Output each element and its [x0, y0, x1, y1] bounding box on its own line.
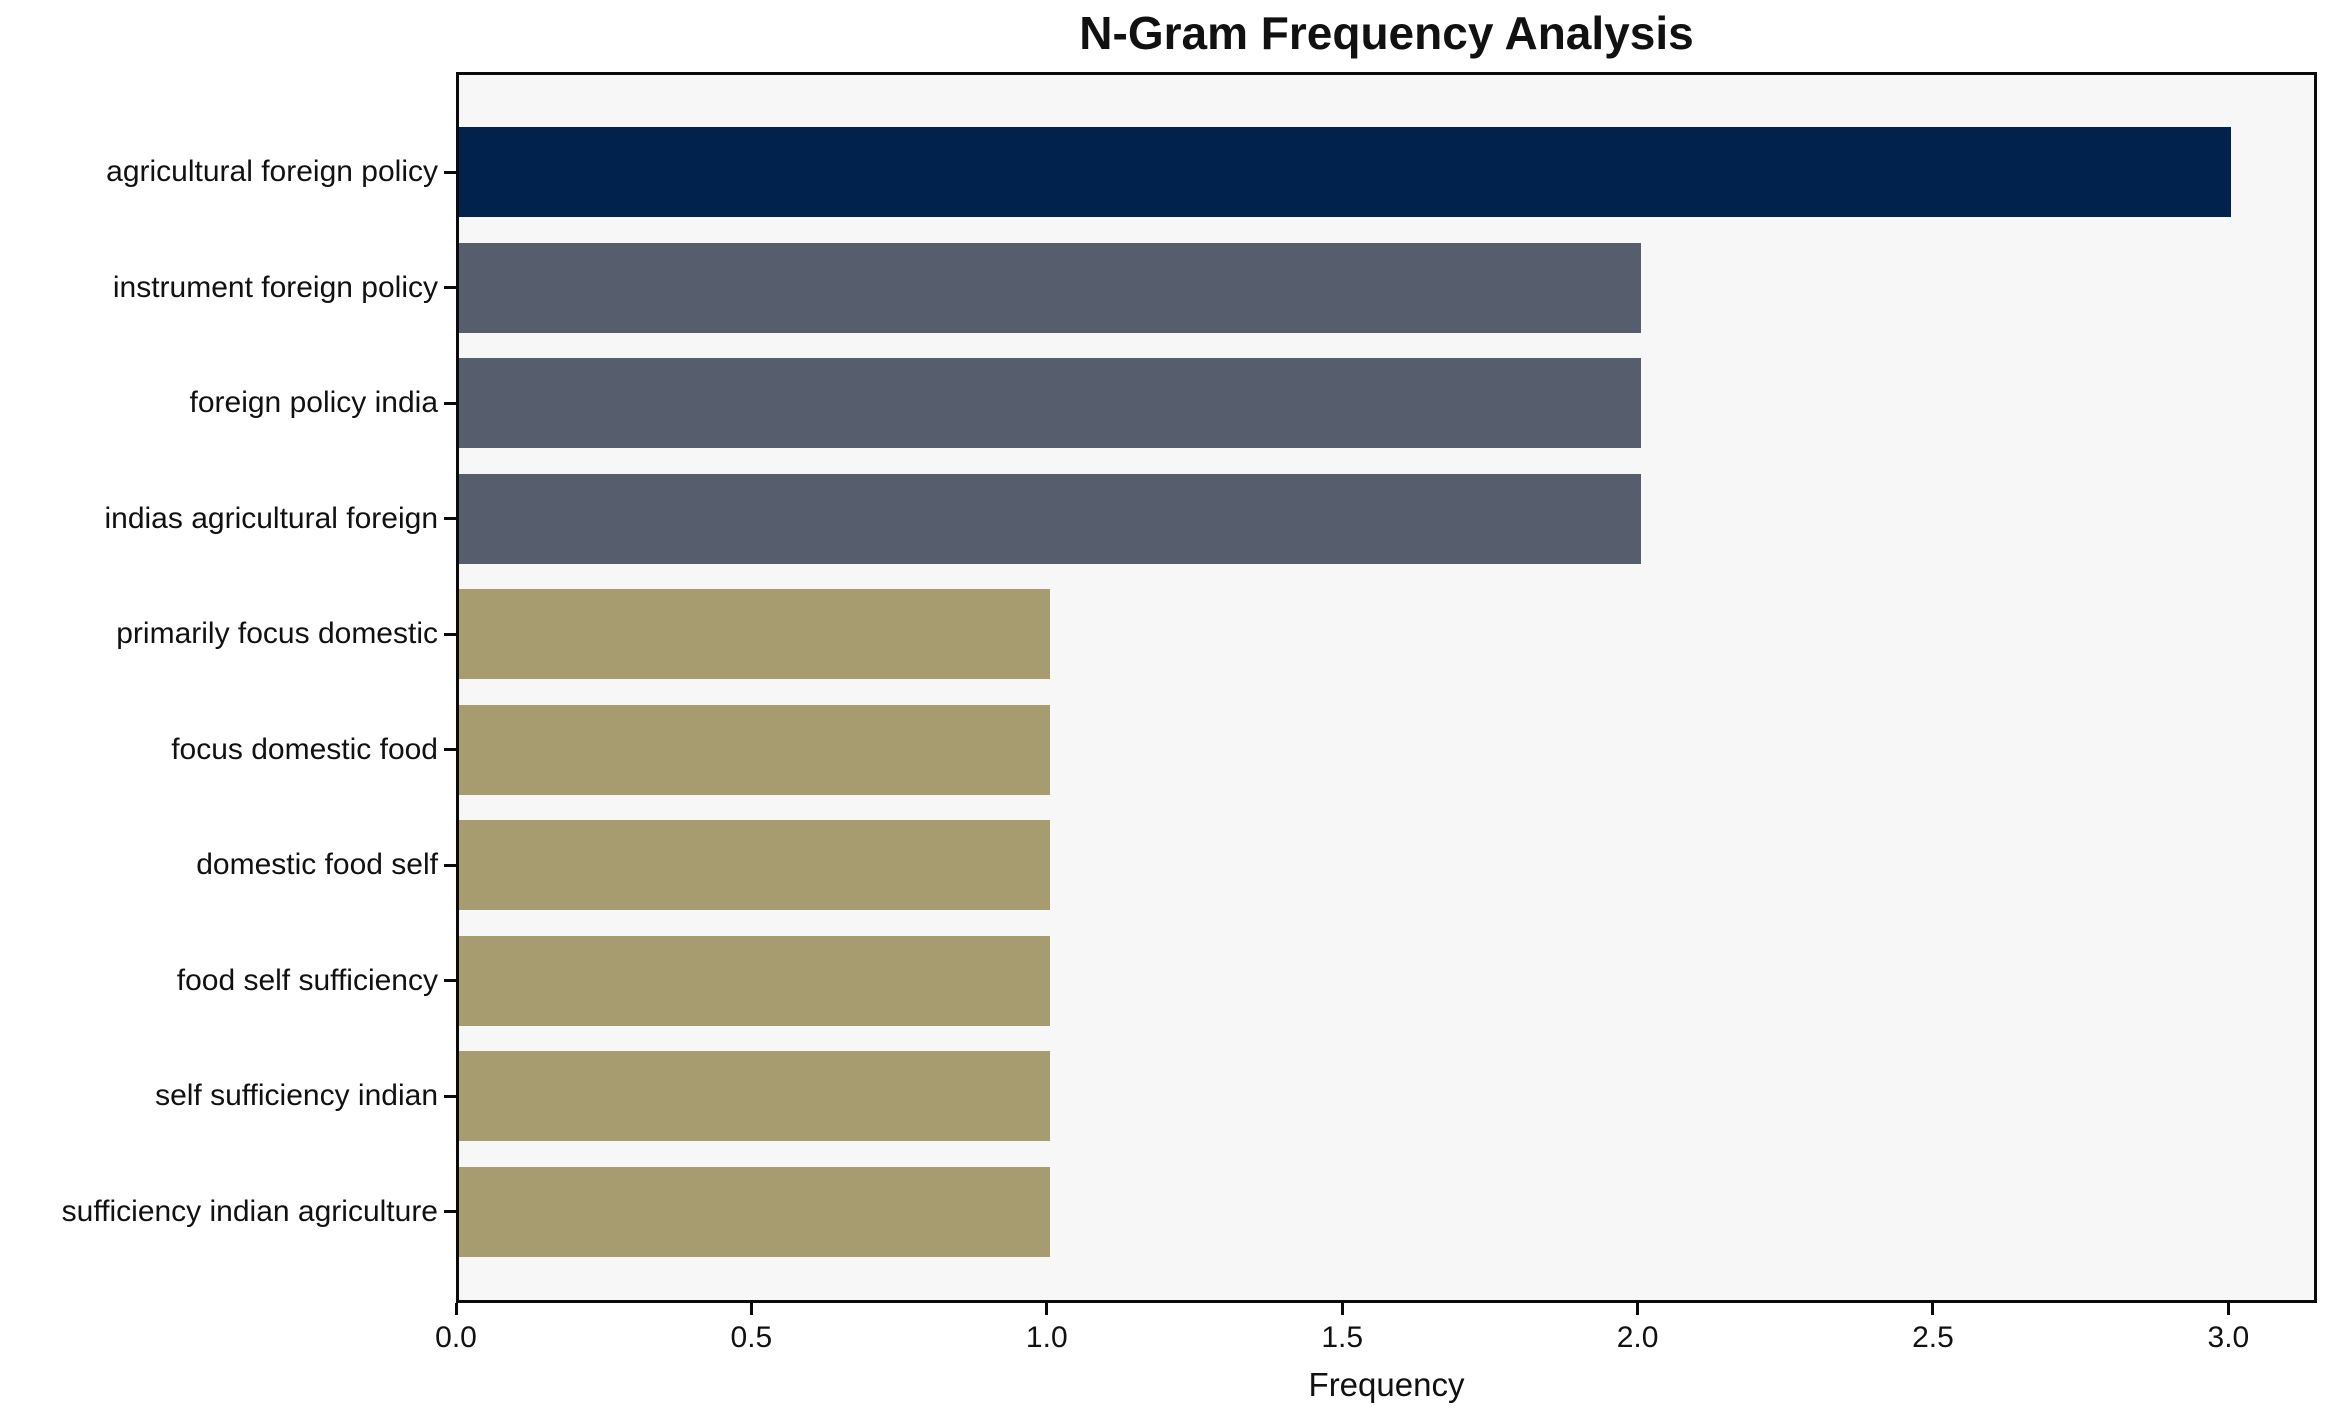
y-tick-label: focus domestic food: [171, 732, 438, 766]
x-tick-label: 2.5: [1912, 1321, 1954, 1354]
y-tick-mark: [444, 979, 456, 982]
bar: [459, 589, 1050, 679]
x-tick-label: 1.5: [1321, 1321, 1364, 1354]
y-tick-mark: [444, 517, 456, 520]
bar: [459, 1051, 1050, 1141]
bar: [459, 358, 1641, 448]
y-tick-label: sufficiency indian agriculture: [61, 1194, 438, 1228]
x-axis-title: Frequency: [1308, 1366, 1465, 1403]
y-tick-label: primarily focus domestic: [116, 617, 438, 650]
y-tick-label: food self sufficiency: [176, 963, 438, 997]
y-tick-mark: [444, 1210, 456, 1213]
x-tick-label: 3.0: [2207, 1321, 2250, 1354]
x-tick-label: 0.5: [730, 1321, 773, 1354]
x-tick-label: 0.0: [435, 1321, 477, 1354]
x-tick-mark: [1636, 1303, 1640, 1315]
bar: [459, 820, 1050, 910]
bar: [459, 1166, 1050, 1257]
x-tick-mark: [1045, 1303, 1049, 1315]
y-tick-mark: [444, 863, 456, 867]
bar: [459, 473, 1641, 564]
y-tick-label: instrument foreign policy: [112, 270, 438, 304]
y-tick-label: indias agricultural foreign: [104, 501, 438, 535]
x-tick-mark: [749, 1303, 753, 1315]
bar: [459, 935, 1050, 1026]
y-tick-mark: [444, 748, 456, 751]
bar: [459, 242, 1641, 333]
x-tick-label: 2.0: [1616, 1321, 1659, 1354]
bar: [459, 704, 1050, 795]
x-tick-mark: [2226, 1303, 2230, 1315]
y-tick-mark: [444, 1094, 456, 1098]
bar: [459, 127, 2232, 217]
y-tick-label: domestic food self: [196, 848, 438, 881]
y-tick-mark: [444, 170, 456, 174]
y-tick-label: agricultural foreign policy: [106, 155, 438, 188]
y-tick-label: foreign policy india: [189, 386, 438, 419]
chart-title: N-Gram Frequency Analysis: [1079, 7, 1694, 59]
x-tick-mark: [1931, 1303, 1935, 1315]
y-tick-mark: [444, 632, 456, 636]
x-tick-label: 1.0: [1025, 1321, 1068, 1354]
y-tick-mark: [444, 401, 456, 405]
x-tick-mark: [1340, 1303, 1344, 1315]
y-tick-label: self sufficiency indian: [155, 1079, 438, 1112]
x-tick-mark: [454, 1303, 458, 1315]
y-tick-mark: [444, 286, 456, 289]
